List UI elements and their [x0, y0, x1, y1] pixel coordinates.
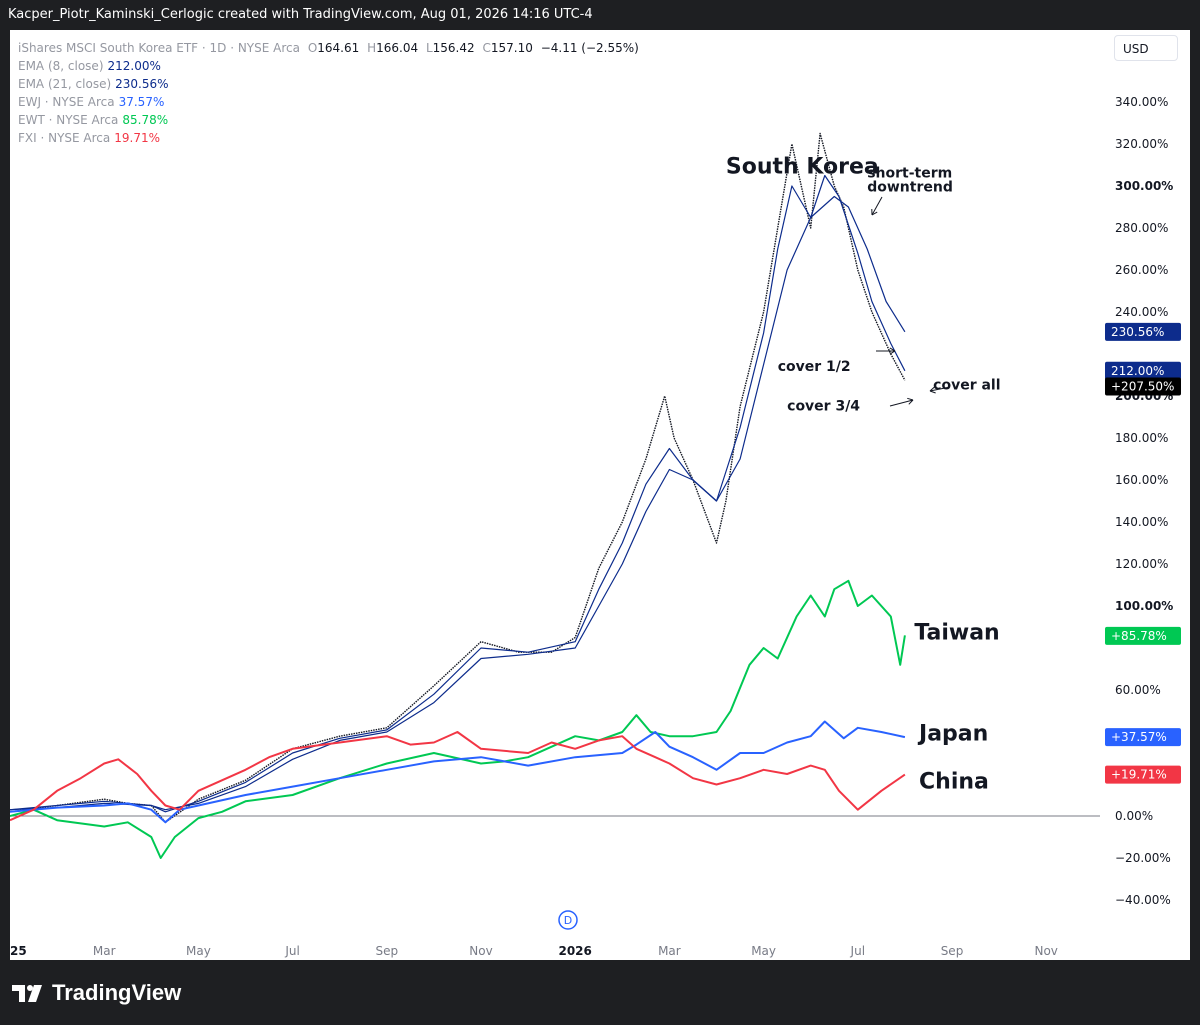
annotation-arrowhead: [929, 386, 936, 394]
y-tick-label: 180.00%: [1115, 431, 1168, 445]
chart-annotation: China: [919, 770, 989, 795]
legend-value: 85.78%: [122, 113, 169, 127]
x-tick-label: Mar: [93, 944, 116, 958]
legend-fxi[interactable]: FXI · NYSE Arca 19.71%: [18, 129, 639, 147]
chart-annotation: South Korea: [726, 154, 879, 179]
y-tick-label: 160.00%: [1115, 473, 1168, 487]
x-tick-label: 2026: [558, 944, 591, 958]
x-tick-label: Mar: [658, 944, 681, 958]
open-value: 164.61: [317, 41, 360, 55]
price-label-text: +207.50%: [1111, 380, 1174, 394]
annotation-arrowhead: [871, 208, 878, 216]
y-tick-label: −40.00%: [1115, 893, 1171, 907]
legend: iShares MSCI South Korea ETF · 1D · NYSE…: [18, 39, 639, 147]
change-value: −4.11 (−2.55%): [540, 41, 639, 55]
legend-label: EWJ · NYSE Arca: [18, 95, 115, 109]
brand-name: TradingView: [52, 980, 182, 1005]
x-tick-label: Jul: [284, 944, 299, 958]
close-value: 157.10: [490, 41, 533, 55]
price-label-badge: [1105, 765, 1181, 784]
legend-value: 19.71%: [114, 131, 161, 145]
y-tick-label: 100.00%: [1115, 599, 1173, 613]
legend-label: FXI · NYSE Arca: [18, 131, 111, 145]
legend-value: 37.57%: [118, 95, 165, 109]
high-value: 166.04: [376, 41, 419, 55]
price-label-badge: [1105, 322, 1181, 341]
series-line-ema-8-close-: [10, 174, 906, 813]
annotation-arrow: [871, 196, 883, 216]
legend-ewj[interactable]: EWJ · NYSE Arca 37.57%: [18, 93, 639, 111]
close-label: C: [482, 41, 491, 55]
price-label-badge: [1105, 728, 1181, 747]
chart-annotation: cover all: [933, 378, 1000, 394]
y-tick-label: 120.00%: [1115, 557, 1168, 571]
price-label-text: +37.57%: [1111, 730, 1167, 744]
legend-ema-21[interactable]: EMA (21, close) 230.56%: [18, 75, 639, 93]
legend-value: 212.00%: [107, 59, 161, 73]
annotation-arrow: [889, 399, 914, 407]
legend-label: EWT · NYSE Arca: [18, 113, 119, 127]
dividends-badge[interactable]: D: [558, 910, 578, 930]
x-tick-label: Sep: [375, 944, 398, 958]
price-label-text: 212.00%: [1111, 364, 1164, 378]
annotation-arrowhead: [889, 347, 896, 355]
legend-label: EMA (8, close): [18, 59, 104, 73]
tradingview-logo[interactable]: TradingView: [12, 980, 181, 1006]
low-value: 156.42: [432, 41, 475, 55]
legend-main[interactable]: iShares MSCI South Korea ETF · 1D · NYSE…: [18, 39, 639, 57]
symbol-name: iShares MSCI South Korea ETF · 1D · NYSE…: [18, 41, 300, 55]
dividends-badge-label: D: [564, 914, 572, 927]
y-tick-label: −20.00%: [1115, 851, 1171, 865]
y-tick-label: 240.00%: [1115, 305, 1168, 319]
price-chart[interactable]: 340.00% 320.00% 300.00% 280.00% 260.00% 240.0…: [10, 30, 1190, 960]
y-tick-label: 0.00%: [1115, 809, 1153, 823]
chart-annotation: cover 1/2: [778, 359, 851, 375]
price-label-badge: [1105, 626, 1181, 645]
chart-annotation: Japan: [917, 721, 988, 746]
chart-annotation: Taiwan: [914, 621, 999, 646]
y-tick-label: 140.00%: [1115, 515, 1168, 529]
x-tick-label: Jul: [850, 944, 865, 958]
footer: TradingView: [0, 960, 1200, 1025]
high-label: H: [367, 41, 377, 55]
legend-ewt[interactable]: EWT · NYSE Arca 85.78%: [18, 111, 639, 129]
price-label-text: 230.56%: [1111, 325, 1164, 339]
low-label: L: [425, 41, 433, 55]
price-label-badge: [1105, 377, 1181, 396]
chart-header-credit: Kacper_Piotr_Kaminski_Cerlogic created w…: [8, 7, 593, 22]
x-tick-label: 2025: [10, 944, 27, 958]
chart-annotation: downtrend: [867, 179, 953, 195]
chart-area[interactable]: 340.00% 320.00% 300.00% 280.00% 260.00% 240.0…: [10, 30, 1190, 960]
series-line-ema-21-close-: [10, 195, 906, 811]
price-label-text: +85.78%: [1111, 629, 1167, 643]
open-label: O: [307, 41, 318, 55]
currency-button[interactable]: USD: [1114, 35, 1178, 61]
legend-value: 230.56%: [115, 77, 169, 91]
y-tick-label: 300.00%: [1115, 179, 1173, 193]
y-tick-label: 340.00%: [1115, 95, 1168, 109]
x-tick-label: Sep: [941, 944, 964, 958]
legend-label: EMA (21, close): [18, 77, 112, 91]
x-tick-label: Nov: [469, 944, 492, 958]
tradingview-mark-icon: [12, 985, 42, 1002]
annotation-arrowhead: [907, 397, 914, 405]
dividends-badge-circle: [558, 910, 578, 930]
legend-ema-8[interactable]: EMA (8, close) 212.00%: [18, 57, 639, 75]
y-tick-label: 60.00%: [1115, 683, 1161, 697]
y-tick-label: 260.00%: [1115, 263, 1168, 277]
series-line-south-korea: [10, 132, 906, 823]
x-tick-label: May: [751, 944, 776, 958]
y-tick-label: 280.00%: [1115, 221, 1168, 235]
x-tick-label: May: [186, 944, 211, 958]
y-tick-label: 320.00%: [1115, 137, 1168, 151]
chart-annotation: short-term: [867, 166, 952, 182]
series-line-china: [10, 731, 906, 822]
series-line-japan: [10, 720, 906, 824]
chart-annotation: cover 3/4: [787, 399, 860, 415]
price-label-text: +19.71%: [1111, 768, 1167, 782]
x-tick-label: Nov: [1034, 944, 1057, 958]
price-label-badge: [1105, 361, 1181, 380]
series-line-taiwan: [10, 579, 906, 859]
annotation-arrow: [929, 386, 951, 392]
